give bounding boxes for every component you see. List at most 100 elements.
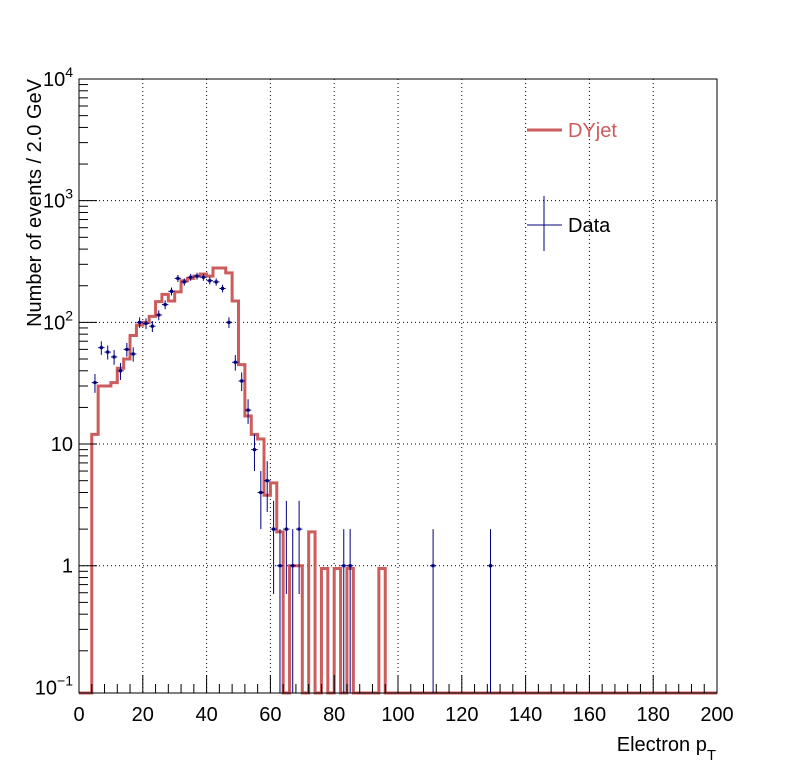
data-point (244, 399, 252, 424)
x-tick-label: 20 (132, 704, 154, 726)
data-marker (99, 346, 103, 350)
data-point (110, 350, 118, 365)
data-point (257, 471, 265, 530)
data-marker (201, 275, 205, 279)
data-point (91, 373, 99, 393)
data-marker (227, 320, 231, 324)
data-point (123, 342, 131, 357)
data-marker (221, 286, 225, 290)
y-tick-labels: 10−1 1 10 102 103 104 (35, 64, 73, 699)
data-point (219, 284, 226, 293)
data-point (270, 500, 277, 595)
x-tick-label: 100 (381, 704, 414, 726)
data-point (283, 500, 290, 595)
data-point (225, 317, 233, 328)
data-marker (240, 379, 244, 383)
data-point (264, 461, 271, 513)
data-marker (106, 350, 110, 354)
x-tick-label: 180 (637, 704, 670, 726)
data-point (142, 318, 150, 330)
data-point (200, 273, 207, 281)
data-marker (176, 276, 180, 280)
data-marker (112, 355, 116, 359)
legend-dyjet-label: DYjet (568, 120, 617, 142)
y-tick-label: 10 (51, 434, 73, 456)
data-marker (182, 280, 186, 284)
data-marker (252, 448, 256, 452)
y-axis-title: Number of events / 2.0 GeV (24, 78, 46, 327)
y-tick-label: 10−1 (35, 672, 73, 699)
y-tick-label: 102 (43, 307, 73, 334)
data-marker (163, 303, 167, 307)
data-point (295, 500, 303, 595)
x-tick-label: 40 (195, 704, 217, 726)
x-tick-label: 140 (509, 704, 542, 726)
data-marker (431, 564, 435, 568)
x-tick-label: 0 (73, 704, 84, 726)
x-tick-label: 80 (323, 704, 345, 726)
data-point (187, 273, 194, 281)
data-marker (291, 564, 295, 568)
data-point (136, 317, 143, 328)
data-point (232, 355, 239, 371)
data-marker (131, 352, 135, 356)
x-tick-labels: 0 20 40 60 80 100 120 140 160 180 200 (73, 704, 733, 726)
data-marker (265, 479, 269, 483)
data-marker (150, 324, 154, 328)
data-point (238, 372, 245, 392)
data-point (251, 434, 258, 472)
data-marker (93, 381, 97, 385)
data-marker (297, 527, 301, 531)
data-point (340, 529, 347, 693)
x-tick-label: 200 (700, 704, 733, 726)
x-tick-label: 60 (259, 704, 281, 726)
data-marker (208, 279, 212, 283)
data-point (346, 529, 354, 693)
y-tick-label: 103 (43, 186, 73, 213)
data-point (104, 345, 111, 360)
data-point (155, 310, 162, 321)
data-marker (189, 275, 193, 279)
data-marker (118, 369, 122, 373)
data-point (149, 320, 156, 332)
legend: DYjet Data (527, 120, 617, 251)
data-marker (144, 321, 148, 325)
data-marker (278, 564, 282, 568)
data-marker (489, 564, 493, 568)
data-point (276, 529, 284, 693)
data-marker (157, 313, 161, 317)
data-point (487, 529, 494, 693)
legend-data-label: Data (568, 215, 611, 237)
axis-ticks (78, 78, 718, 693)
data-marker (138, 320, 142, 324)
data-point (206, 277, 213, 285)
data-marker (272, 527, 276, 531)
x-axis-title: Electron pT (617, 734, 716, 764)
data-marker (246, 408, 250, 412)
data-marker (342, 564, 346, 568)
data-marker (259, 490, 263, 494)
data-marker (195, 274, 199, 278)
data-point (212, 278, 220, 286)
data-point (174, 274, 182, 282)
data-point (168, 287, 175, 296)
data-point (289, 529, 296, 693)
data-point (429, 529, 437, 693)
data-marker (170, 289, 174, 293)
x-tick-label: 120 (445, 704, 478, 726)
data-marker (348, 564, 352, 568)
data-point (117, 363, 124, 380)
data-marker (233, 360, 237, 364)
data-marker (284, 527, 288, 531)
data-marker (214, 280, 218, 284)
data-point (161, 300, 169, 310)
y-tick-label: 1 (62, 556, 73, 578)
data-point (98, 341, 105, 355)
data-point (181, 278, 188, 286)
x-tick-label: 160 (573, 704, 606, 726)
data-points (91, 272, 494, 693)
data-point (130, 347, 137, 362)
data-marker (125, 347, 129, 351)
